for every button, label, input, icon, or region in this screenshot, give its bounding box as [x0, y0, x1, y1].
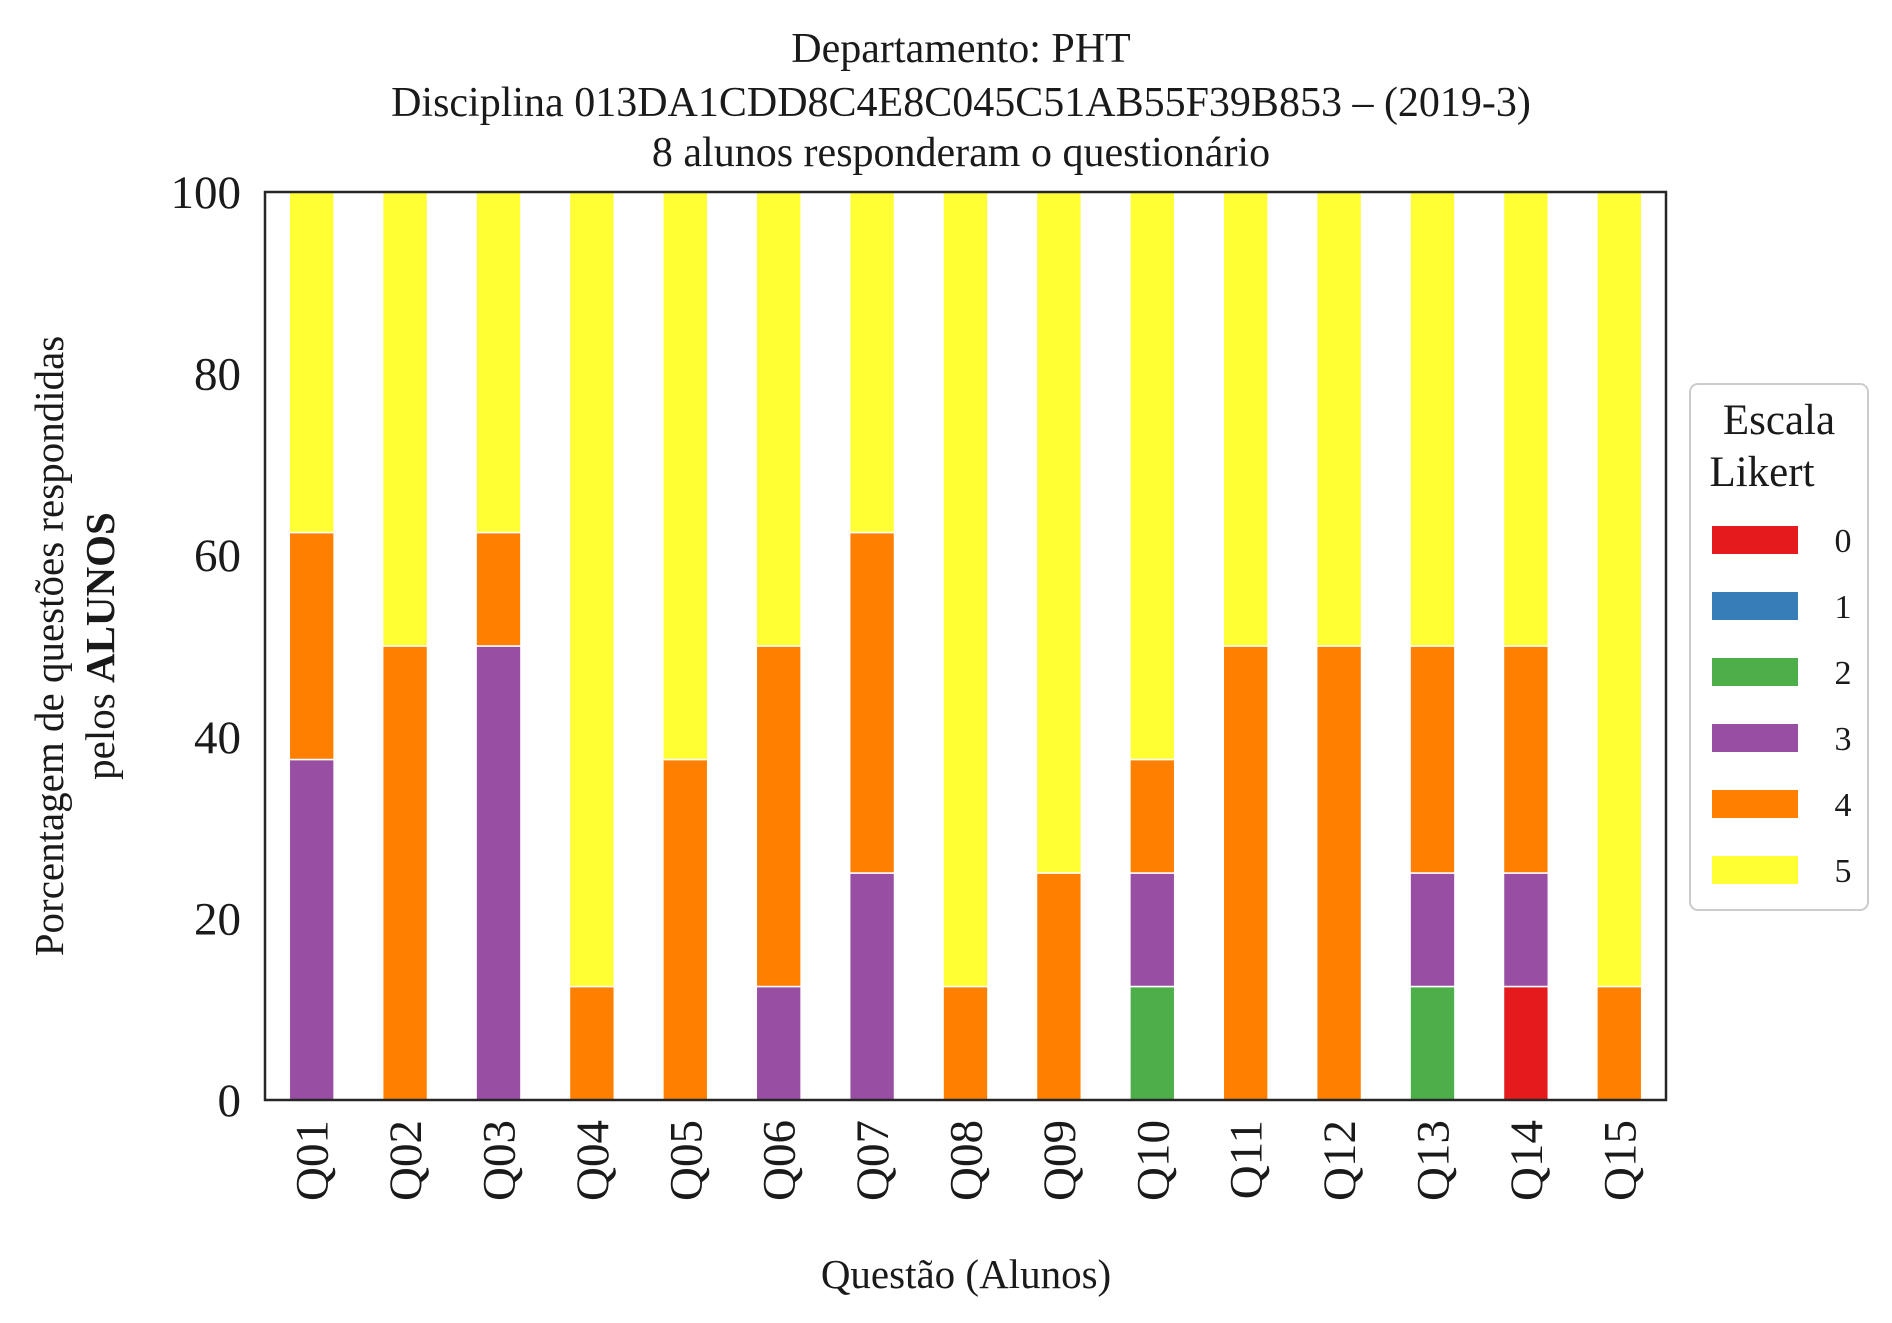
bar-Q09-level-4 [1035, 872, 1083, 1101]
legend-label-3: 3 [1835, 721, 1852, 758]
bar-Q04-level-5 [568, 191, 616, 988]
y-axis-label-line-2: pelos ALUNOS [77, 512, 123, 780]
legend-swatch-2 [1712, 658, 1798, 686]
x-tick-label: Q08 [941, 1120, 993, 1201]
bar-Q10-level-5 [1129, 191, 1176, 761]
x-tick-label: Q12 [1314, 1120, 1366, 1201]
legend-label-4: 4 [1835, 787, 1852, 824]
legend-items: 0 1 2 3 4 5 [1712, 523, 1852, 890]
legend-title-line-2: Likert [1709, 449, 1814, 496]
legend-swatch-1 [1712, 592, 1798, 620]
bar-Q14-level-0 [1502, 985, 1550, 1101]
bar-Q07-level-4 [848, 531, 896, 874]
bar-Q14-level-3 [1502, 872, 1550, 988]
legend-label-2: 2 [1835, 655, 1852, 692]
bar-Q03-level-4 [475, 531, 522, 647]
bar-Q03-level-3 [475, 645, 522, 1101]
x-tick-label: Q15 [1594, 1120, 1646, 1201]
x-tick-label: Q09 [1034, 1120, 1086, 1201]
x-tick-label: Q05 [660, 1120, 712, 1201]
legend-label-1: 1 [1835, 589, 1852, 626]
bar-Q15-level-5 [1596, 191, 1643, 988]
chart-title-line-1: Departamento: PHT [791, 26, 1130, 72]
x-tick-label: Q04 [567, 1120, 619, 1201]
x-tick-label: Q11 [1221, 1120, 1273, 1199]
x-tick-label: Q01 [287, 1120, 339, 1201]
bar-Q07-level-3 [848, 872, 896, 1101]
bar-Q04-level-4 [568, 985, 616, 1101]
bar-Q14-level-4 [1502, 645, 1550, 874]
legend-title-line-1: Escala [1723, 397, 1835, 444]
bar-Q01-level-3 [288, 758, 335, 1101]
x-axis-ticks: Q01 Q02 Q03 Q04 Q05 Q06 Q07 Q08 Q09 Q10 Q11 Q12 Q13 Q… [287, 1120, 1647, 1201]
legend-label-0: 0 [1835, 523, 1852, 560]
bar-Q08-level-5 [942, 191, 989, 988]
bar-Q13-level-2 [1409, 985, 1456, 1101]
bar-Q06-level-4 [755, 645, 802, 988]
y-axis-label: Porcentagem de questões respondidas pelo… [26, 336, 123, 957]
bar-Q10-level-4 [1129, 758, 1176, 874]
bar-Q13-level-4 [1409, 645, 1456, 874]
legend-swatch-3 [1712, 724, 1798, 752]
bar-Q12-level-5 [1315, 191, 1363, 647]
bar-Q09-level-5 [1035, 191, 1083, 874]
x-tick-label: Q07 [847, 1120, 899, 1201]
x-axis-label: Questão (Alunos) [821, 1251, 1111, 1297]
y-axis-label-line-1: Porcentagem de questões respondidas [26, 336, 72, 957]
bar-Q07-level-5 [848, 191, 896, 534]
legend-label-5: 5 [1835, 853, 1852, 890]
legend-swatch-5 [1712, 856, 1798, 884]
bar-Q02-level-5 [381, 191, 429, 647]
bar-Q10-level-2 [1129, 985, 1176, 1101]
bar-Q06-level-3 [755, 985, 802, 1101]
bar-Q02-level-4 [381, 645, 429, 1101]
chart-title-line-2: Disciplina 013DA1CDD8C4E8C045C51AB55F39B… [391, 80, 1531, 126]
bar-Q05-level-5 [662, 191, 709, 761]
bar-Q03-level-5 [475, 191, 522, 534]
plot-area-frame [263, 190, 1668, 1102]
bar-Q14-level-5 [1502, 191, 1550, 647]
bar-Q01-level-4 [288, 531, 335, 761]
y-tick-label: 60 [194, 530, 241, 582]
x-tick-label: Q10 [1127, 1120, 1179, 1201]
legend-swatch-0 [1712, 526, 1798, 554]
bars-group [288, 191, 1643, 1101]
legend: Escala Likert 0 1 2 3 4 5 [1689, 383, 1869, 911]
bar-Q01-level-5 [288, 191, 335, 534]
x-tick-label: Q03 [474, 1120, 526, 1201]
bar-Q12-level-4 [1315, 645, 1363, 1101]
bar-Q13-level-5 [1409, 191, 1456, 647]
bar-Q06-level-5 [755, 191, 802, 647]
chart-title-line-3: 8 alunos responderam o questionário [652, 130, 1270, 176]
y-tick-label: 80 [194, 349, 241, 401]
x-tick-label: Q14 [1501, 1120, 1553, 1201]
x-tick-label: Q02 [380, 1120, 432, 1201]
y-tick-label: 0 [218, 1075, 242, 1127]
y-tick-label: 100 [171, 167, 242, 219]
x-tick-label: Q06 [754, 1120, 806, 1201]
bar-Q11-level-4 [1222, 645, 1269, 1101]
x-tick-label: Q13 [1408, 1120, 1460, 1201]
y-axis-label-bold: ALUNOS [77, 512, 123, 683]
bar-Q08-level-4 [942, 985, 989, 1101]
legend-box [1689, 383, 1869, 911]
y-tick-label: 40 [194, 712, 241, 764]
bar-Q10-level-3 [1129, 872, 1176, 988]
bar-Q13-level-3 [1409, 872, 1456, 988]
bar-Q11-level-5 [1222, 191, 1269, 647]
bar-Q05-level-4 [662, 758, 709, 1101]
y-axis-ticks: 0 20 40 60 80 100 [171, 167, 242, 1127]
bar-Q15-level-4 [1596, 985, 1643, 1101]
y-axis-label-prefix: pelos [77, 693, 123, 780]
y-tick-label: 20 [194, 893, 241, 945]
legend-swatch-4 [1712, 790, 1798, 818]
